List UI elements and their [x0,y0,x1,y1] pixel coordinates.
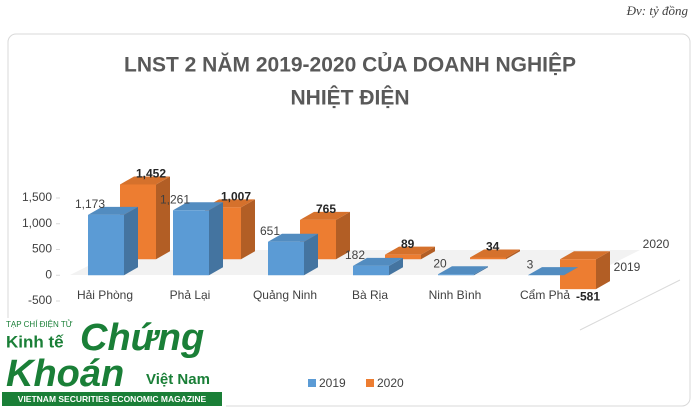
bar-group [353,257,403,276]
logo-top: TẠP CHÍ ĐIỆN TỬ [6,320,73,329]
data-label: 3 [527,257,534,271]
y-tick-label: 500 [32,242,52,256]
data-label: 20 [433,256,447,270]
bar-side [241,199,255,260]
bar-group [173,202,223,276]
x-tick-label: Ninh Bình [429,288,482,302]
chart-title: NHIỆT ĐIỆN [290,86,409,110]
bar-top [300,211,350,220]
bar-group [88,206,138,276]
logo-band [2,392,222,406]
bar-top [385,246,435,255]
logo-bottom: VIETNAM SECURITIES ECONOMIC MAGAZINE [18,394,207,404]
data-label: 34 [486,240,500,254]
bar-side [156,176,170,260]
bar-side [596,251,610,290]
bar-group [470,249,520,260]
logo-text: Khoán [6,353,124,395]
data-label: 182 [345,248,365,262]
bar [470,257,506,260]
bar [88,214,124,276]
bar-top [173,202,223,211]
bar-side [421,246,435,260]
data-label: 1,261 [160,192,190,206]
bar-side [389,257,403,276]
bar [173,210,209,276]
logo-text: Kinh tế [6,332,64,351]
chart-title: LNST 2 NĂM 2019-2020 CỦA DOANH NGHIỆP [124,53,576,77]
y-tick-label: -500 [28,293,52,307]
bar [385,254,421,260]
legend-swatch [308,379,316,387]
bar-side [336,211,350,260]
logo-text: Việt Nam [146,371,210,388]
x-tick-label: Phả Lại [170,288,211,302]
data-label: 765 [316,202,336,216]
legend-label: 2019 [319,376,346,390]
x-tick-label: Quảng Ninh [253,288,317,302]
legend-label: 2020 [377,376,404,390]
y-tick-label: 1,000 [22,216,52,230]
bar [268,241,304,276]
bar-group [438,266,488,276]
bar-top [438,266,488,275]
legend-swatch [366,379,374,387]
x-tick-label: Bà Rịa [352,288,388,302]
x-tick-label: Hải Phòng [77,288,133,302]
data-label: -581 [576,289,600,303]
bar-top [120,176,170,185]
bar-side [209,202,223,276]
depth-label: 2020 [643,237,670,251]
bar [353,265,389,276]
data-label: 1,007 [221,190,251,204]
bar-top [528,267,578,276]
bar-side [474,266,488,276]
y-tick-label: 1,500 [22,190,52,204]
bar-side [304,233,318,276]
data-label: 1,452 [136,167,166,181]
bar-top [268,233,318,242]
data-label: 651 [260,224,280,238]
bar-group [528,267,578,276]
bar-group [268,233,318,276]
bar-top [560,251,610,260]
bar [560,259,596,290]
bar-side [124,206,138,276]
bar-top [470,249,520,258]
bar-top [88,206,138,215]
x-tick-label: Cẩm Phả [520,288,570,302]
logo: TẠP CHÍ ĐIỆN TỬ Kinh tế Chứng Khoán Việt… [0,317,226,411]
bar-side [506,249,520,260]
bar [438,274,474,276]
depth-label: 2019 [614,260,641,274]
y-tick-label: 0 [45,267,52,281]
logo-text: Chứng [80,317,204,359]
bar-group [560,251,610,290]
depth-axis [579,279,681,331]
data-label: 89 [401,237,415,251]
bar-group [385,246,435,260]
bar-side [564,267,578,276]
bar-top [353,257,403,266]
unit-note: Đv: tỷ đồng [626,3,689,18]
data-label: 1,173 [75,197,105,211]
